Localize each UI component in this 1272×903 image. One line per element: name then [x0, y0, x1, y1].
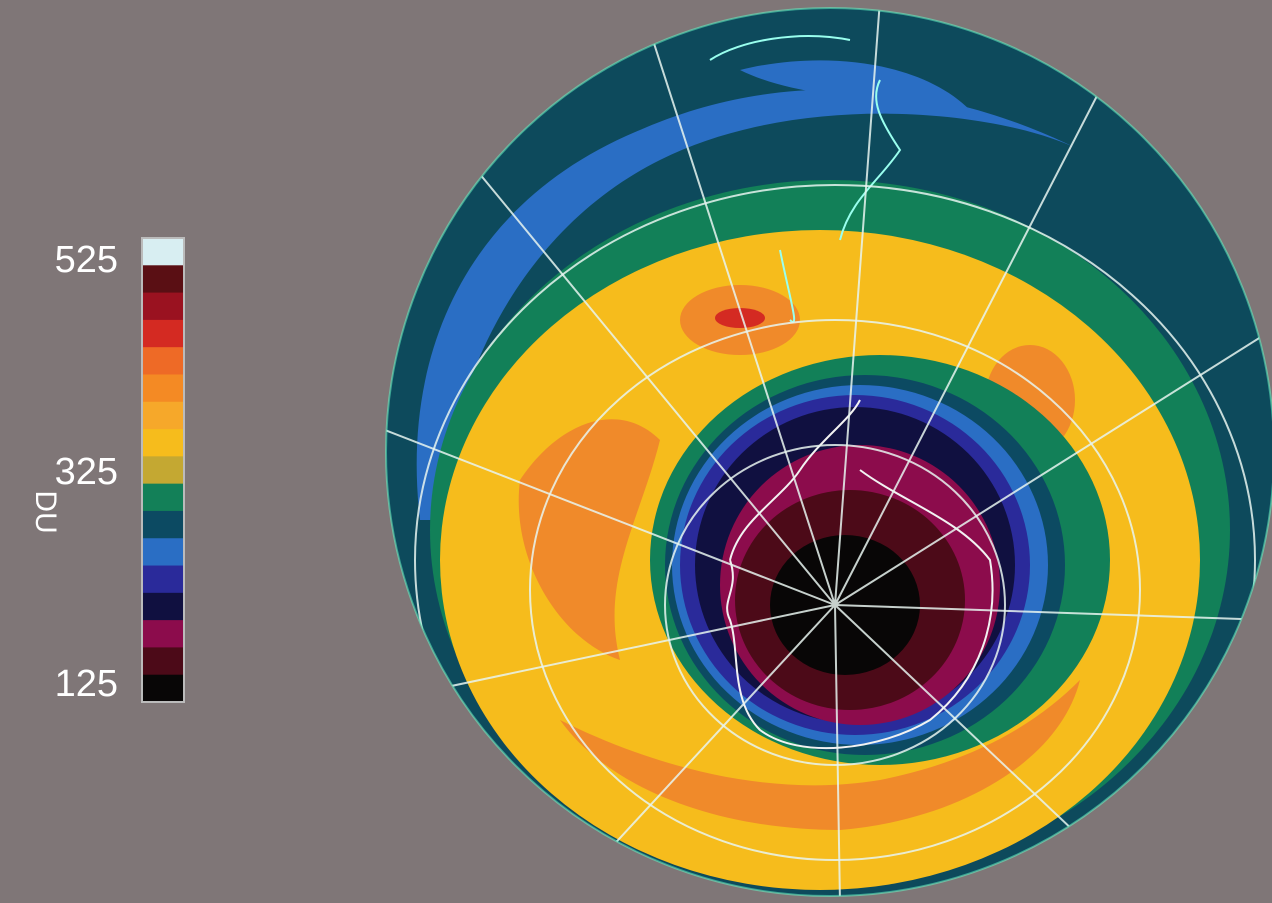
colorbar-tick-label: 525: [55, 239, 118, 281]
colorbar-segment: [142, 265, 184, 294]
colorbar-segment: [142, 319, 184, 348]
colorbar-segment: [142, 620, 184, 648]
colorbar-segment: [142, 483, 184, 512]
colorbar-segment: [142, 347, 184, 375]
colorbar-segment: [142, 647, 184, 676]
colorbar-segment: [142, 292, 184, 321]
colorbar: 125 325 525: [55, 237, 185, 705]
colorbar-title: DU: [29, 490, 62, 533]
colorbar-segment: [142, 374, 184, 403]
colorbar-segment: [142, 429, 184, 457]
colorbar-segment: [142, 674, 184, 703]
ozone-map: [386, 8, 1272, 896]
colorbar-segment: [142, 401, 184, 430]
colorbar-segment: [142, 238, 184, 266]
colorbar-segment: [142, 510, 184, 539]
colorbar-segment: [142, 538, 184, 567]
colorbar-tick-label: 325: [55, 451, 118, 493]
colorbar-frame: [141, 237, 185, 703]
colorbar-segment: [142, 592, 184, 621]
colorbar-tick-label: 125: [55, 663, 118, 705]
colorbar-segment: [142, 456, 184, 485]
graticule: [386, 8, 1272, 896]
colorbar-segment: [142, 565, 184, 594]
